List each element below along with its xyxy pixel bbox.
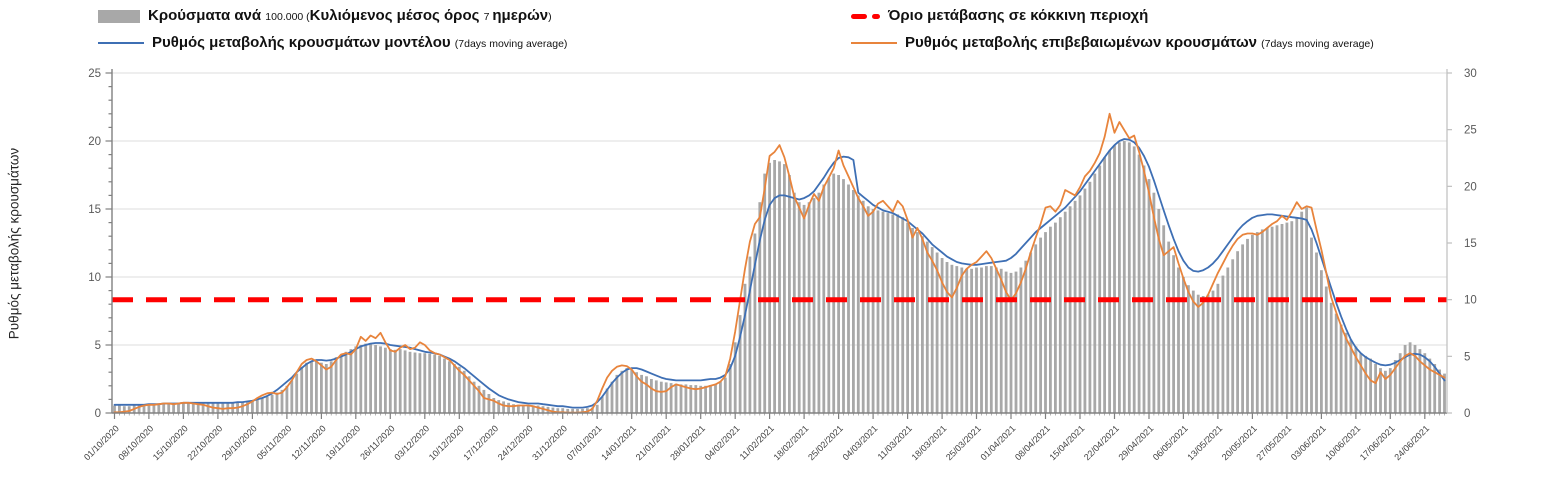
svg-text:25/02/2021: 25/02/2021 [806,423,845,462]
legend-label-part: ημερών [492,7,549,24]
svg-text:20/05/2021: 20/05/2021 [1220,423,1259,462]
orange-line-swatch-icon [851,42,897,44]
svg-text:15/10/2020: 15/10/2020 [151,423,190,462]
svg-text:22/10/2020: 22/10/2020 [185,423,224,462]
svg-text:01/04/2021: 01/04/2021 [978,423,1017,462]
legend-label: Ρυθμός μεταβολής επιβεβαιωμένων κρουσμάτ… [905,34,1374,52]
svg-text:20: 20 [88,136,101,148]
legend-item-model-line: Ρυθμός μεταβολής κρουσμάτων μοντέλου (7d… [98,33,567,53]
legend-left-column: Κρούσματα ανά 100.000 (Κυλιόμενος μέσος … [98,6,567,53]
blue-line-swatch-icon [98,42,144,44]
svg-text:29/10/2020: 29/10/2020 [220,423,259,462]
svg-text:04/03/2021: 04/03/2021 [841,423,880,462]
legend-item-confirmed-line: Ρυθμός μεταβολής επιβεβαιωμένων κρουσμάτ… [851,33,1374,53]
svg-text:03/12/2020: 03/12/2020 [392,423,431,462]
svg-text:30: 30 [1464,68,1477,80]
svg-text:07/01/2021: 07/01/2021 [565,423,604,462]
svg-text:19/11/2020: 19/11/2020 [324,423,362,461]
svg-text:08/10/2020: 08/10/2020 [116,423,155,462]
legend-label-part: 100.000 ( [265,11,310,23]
svg-text:01/10/2020: 01/10/2020 [82,423,121,462]
svg-text:17/12/2020: 17/12/2020 [461,423,500,462]
svg-text:25/03/2021: 25/03/2021 [944,423,983,462]
svg-text:10/12/2020: 10/12/2020 [427,423,466,462]
svg-text:28/01/2021: 28/01/2021 [668,423,707,462]
legend-label-part: Όριο μετάβασης σε κόκκινη περιοχή [888,7,1149,24]
svg-text:13/05/2021: 13/05/2021 [1185,423,1224,462]
svg-text:24/06/2021: 24/06/2021 [1392,423,1431,462]
svg-text:14/01/2021: 14/01/2021 [599,423,638,462]
legend-label-part: (7days moving average) [1261,38,1374,50]
legend-label-part: Ρυθμός μεταβολής επιβεβαιωμένων κρουσμάτ… [905,34,1262,51]
svg-text:20: 20 [1464,181,1477,193]
legend-right-column: Όριο μετάβασης σε κόκκινη περιοχή Ρυθμός… [851,6,1374,53]
svg-text:15/04/2021: 15/04/2021 [1047,423,1086,462]
svg-text:11/03/2021: 11/03/2021 [876,423,914,461]
svg-text:18/02/2021: 18/02/2021 [772,423,811,462]
legend-label: Κρούσματα ανά 100.000 (Κυλιόμενος μέσος … [148,7,552,25]
svg-text:0: 0 [1464,408,1470,420]
svg-text:31/12/2020: 31/12/2020 [530,423,569,462]
svg-text:25: 25 [88,68,101,80]
svg-text:11/02/2021: 11/02/2021 [738,423,776,461]
svg-text:17/06/2021: 17/06/2021 [1358,423,1397,462]
svg-text:26/11/2020: 26/11/2020 [358,423,396,461]
svg-text:12/11/2020: 12/11/2020 [289,423,327,461]
svg-text:27/05/2021: 27/05/2021 [1254,423,1293,462]
svg-text:03/06/2021: 03/06/2021 [1289,423,1328,462]
svg-text:0: 0 [95,408,101,420]
svg-text:18/03/2021: 18/03/2021 [910,423,949,462]
legend-label-part: 7 [483,11,493,23]
svg-text:10/06/2021: 10/06/2021 [1323,423,1362,462]
legend-label-part: ) [548,11,552,23]
legend-label-part: Κρούσματα ανά [148,7,266,24]
svg-text:22/04/2021: 22/04/2021 [1082,423,1121,462]
svg-text:10: 10 [88,272,101,284]
legend-label: Ρυθμός μεταβολής κρουσμάτων μοντέλου (7d… [152,34,567,52]
svg-text:5: 5 [95,340,101,352]
legend-item-threshold: Όριο μετάβασης σε κόκκινη περιοχή [851,6,1374,26]
svg-text:08/04/2021: 08/04/2021 [1013,423,1052,462]
gray-bar-swatch-icon [98,9,140,23]
svg-text:06/05/2021: 06/05/2021 [1151,423,1190,462]
svg-text:25: 25 [1464,125,1477,137]
svg-text:15: 15 [88,204,101,216]
legend-label-part: Κυλιόμενος μέσος όρος [309,7,484,24]
legend-label-part: (7days moving average) [454,38,568,50]
svg-text:15: 15 [1464,238,1477,250]
svg-text:21/01/2021: 21/01/2021 [634,423,673,462]
svg-text:04/02/2021: 04/02/2021 [703,423,742,462]
legend-label: Όριο μετάβασης σε κόκκινη περιοχή [888,7,1148,25]
svg-text:5: 5 [1464,351,1470,363]
svg-text:24/12/2020: 24/12/2020 [496,423,535,462]
legend-label-part: Ρυθμός μεταβολής κρουσμάτων μοντέλου [152,34,455,51]
svg-text:05/11/2020: 05/11/2020 [255,423,293,461]
legend-item-cases-bars: Κρούσματα ανά 100.000 (Κυλιόμενος μέσος … [98,6,567,26]
svg-text:29/04/2021: 29/04/2021 [1116,423,1155,462]
svg-text:10: 10 [1464,295,1477,307]
y-axis-title: Ρυθμός μεταβολής κρουσμάτων [6,147,22,340]
red-dash-swatch-icon [851,13,880,19]
